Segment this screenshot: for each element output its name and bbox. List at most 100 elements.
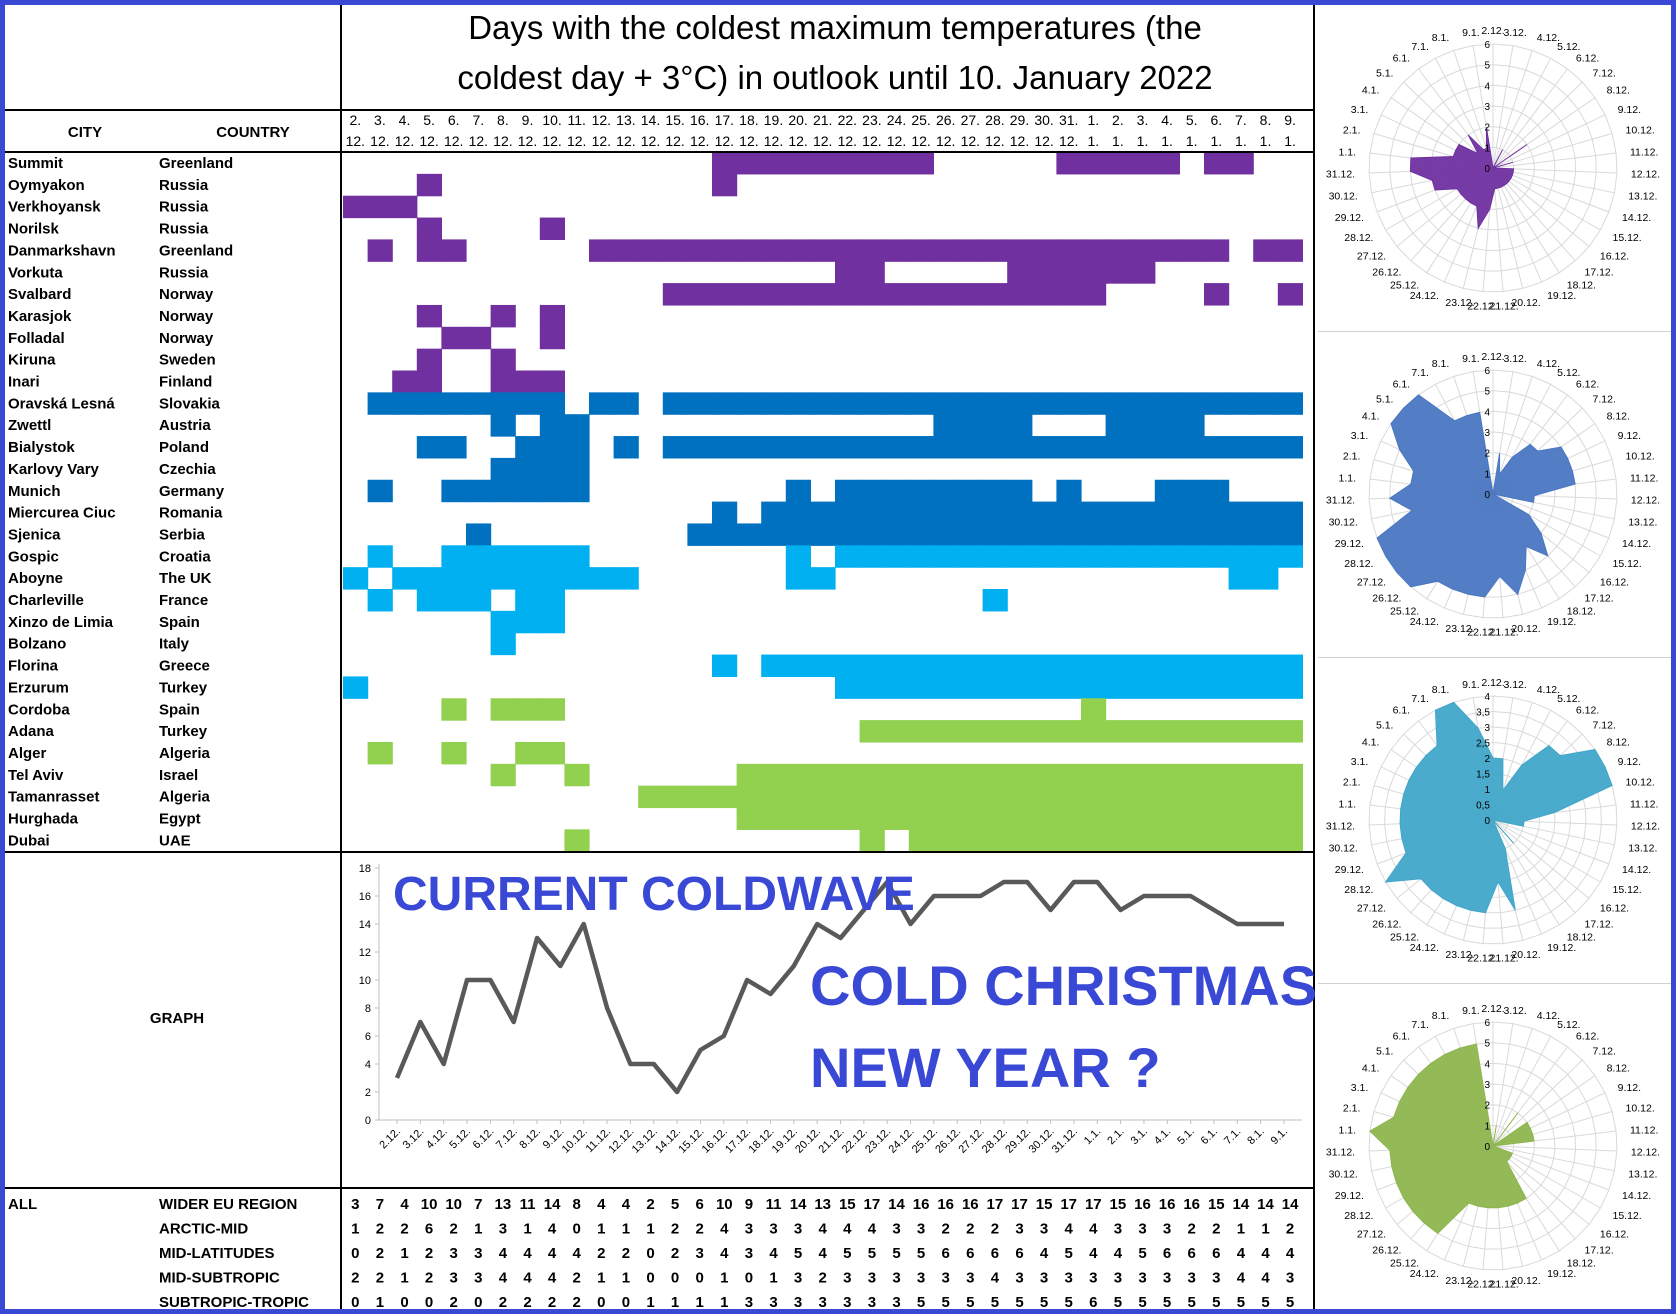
date-month: 12. bbox=[764, 133, 783, 149]
date-month: 12. bbox=[715, 133, 734, 149]
cold-cell bbox=[982, 436, 1008, 459]
cold-cell bbox=[1130, 501, 1156, 525]
summary-value: 6 bbox=[942, 1245, 950, 1262]
radar-date-label: 7.1. bbox=[1411, 41, 1429, 53]
date-month: 12. bbox=[592, 133, 611, 149]
summary-value: 4 bbox=[1065, 1221, 1074, 1238]
cold-cell bbox=[515, 610, 541, 634]
cold-cell bbox=[367, 589, 393, 612]
summary-value: 3 bbox=[1114, 1270, 1122, 1287]
cold-cell bbox=[859, 152, 885, 175]
radar-date-label: 10.12. bbox=[1626, 125, 1655, 137]
cold-cell bbox=[785, 523, 811, 546]
cold-cell bbox=[515, 392, 541, 415]
cold-cell bbox=[908, 720, 934, 743]
city-name: Dubai bbox=[8, 832, 50, 849]
summary-value: 1 bbox=[376, 1294, 384, 1309]
date-day: 13. bbox=[616, 112, 635, 128]
radar-date-label: 2.12. bbox=[1481, 677, 1504, 689]
radar-date-label: 5.12. bbox=[1557, 41, 1580, 53]
cold-cell bbox=[1056, 807, 1082, 830]
summary-value: 14 bbox=[544, 1196, 561, 1213]
cold-cell bbox=[564, 829, 590, 852]
x-tick-label: 6.1. bbox=[1199, 1126, 1220, 1147]
city-name: Charleville bbox=[8, 592, 84, 609]
cold-cell bbox=[490, 698, 516, 721]
summary-value: 5 bbox=[1138, 1245, 1146, 1262]
radar-tick-label: 3,5 bbox=[1476, 708, 1490, 719]
country-name: Greenland bbox=[159, 242, 233, 259]
cold-cell bbox=[1081, 501, 1107, 525]
city-name: Florina bbox=[8, 658, 59, 675]
radar-date-label: 3.12. bbox=[1503, 679, 1526, 691]
summary-value: 3 bbox=[474, 1245, 482, 1262]
x-tick-label: 2.1. bbox=[1105, 1126, 1126, 1147]
radar-date-label: 4.1. bbox=[1362, 85, 1380, 97]
date-month: 12. bbox=[665, 133, 684, 149]
x-tick-label: 3.1. bbox=[1129, 1126, 1150, 1147]
cold-cell bbox=[761, 392, 787, 415]
cold-cell bbox=[416, 567, 442, 590]
cold-cell bbox=[1228, 829, 1254, 852]
x-tick-label: 5.1. bbox=[1175, 1126, 1196, 1147]
cold-cell bbox=[392, 567, 418, 590]
radar-date-label: 4.12. bbox=[1537, 358, 1560, 370]
radar-tick-label: 2 bbox=[1484, 754, 1490, 765]
radar-date-label: 31.12. bbox=[1326, 495, 1355, 507]
cold-cell bbox=[638, 785, 664, 809]
summary-value: 17 bbox=[987, 1196, 1004, 1213]
cold-cell bbox=[1031, 436, 1057, 459]
summary-value: 14 bbox=[888, 1196, 905, 1213]
cold-cell bbox=[1056, 545, 1082, 568]
city-name: Folladal bbox=[8, 330, 65, 347]
summary-value: 11 bbox=[520, 1196, 536, 1213]
radar-date-label: 3.1. bbox=[1351, 1082, 1369, 1094]
summary-value: 1 bbox=[474, 1221, 482, 1238]
radar-date-label: 19.12. bbox=[1547, 942, 1576, 954]
country-name: Czechia bbox=[159, 461, 216, 478]
cold-cell bbox=[933, 720, 959, 743]
cold-cell bbox=[1031, 239, 1057, 262]
cold-cell bbox=[1228, 785, 1254, 809]
cold-cell bbox=[490, 632, 516, 656]
city-name: Miercurea Ciuc bbox=[8, 505, 116, 522]
cold-cell bbox=[687, 785, 713, 809]
cold-cell bbox=[515, 479, 541, 503]
cold-cell bbox=[835, 523, 861, 546]
cold-cell bbox=[1253, 763, 1279, 787]
radar-date-label: 6.1. bbox=[1393, 53, 1411, 65]
cold-cell bbox=[958, 676, 984, 699]
summary-value: 2 bbox=[671, 1221, 679, 1238]
date-month: 1. bbox=[1161, 133, 1173, 149]
summary-value: 3 bbox=[450, 1270, 458, 1287]
summary-value: 5 bbox=[1237, 1294, 1245, 1309]
cold-cell bbox=[1056, 676, 1082, 699]
country-name: UAE bbox=[159, 832, 191, 849]
summary-value: 0 bbox=[351, 1294, 359, 1309]
cold-cell bbox=[1105, 654, 1131, 677]
summary-value: 6 bbox=[1163, 1245, 1171, 1262]
cold-cell bbox=[539, 479, 565, 503]
summary-value: 2 bbox=[523, 1294, 531, 1309]
cold-cell bbox=[1081, 829, 1107, 852]
radar-date-label: 15.12. bbox=[1613, 1210, 1642, 1222]
cold-cell bbox=[1056, 479, 1082, 503]
cold-cell bbox=[884, 785, 910, 809]
summary-value: 14 bbox=[1233, 1196, 1250, 1213]
summary-value: 5 bbox=[1114, 1294, 1122, 1309]
cold-cell bbox=[785, 479, 811, 503]
summary-value: 5 bbox=[1065, 1294, 1073, 1309]
summary-value: 1 bbox=[597, 1270, 605, 1287]
radar-tick-label: 6 bbox=[1484, 40, 1490, 51]
cold-cell bbox=[958, 545, 984, 568]
cold-cell bbox=[958, 654, 984, 677]
cold-cell bbox=[810, 523, 836, 546]
summary-value: 5 bbox=[942, 1294, 950, 1309]
y-tick-label: 14 bbox=[359, 919, 371, 931]
city-name: Adana bbox=[8, 723, 55, 740]
title-line-1: Days with the coldest maximum temperatur… bbox=[468, 9, 1202, 46]
country-name: The UK bbox=[159, 570, 212, 587]
radar-date-label: 9.12. bbox=[1618, 430, 1641, 442]
cold-cell bbox=[835, 436, 861, 459]
cold-cell bbox=[1056, 720, 1082, 743]
